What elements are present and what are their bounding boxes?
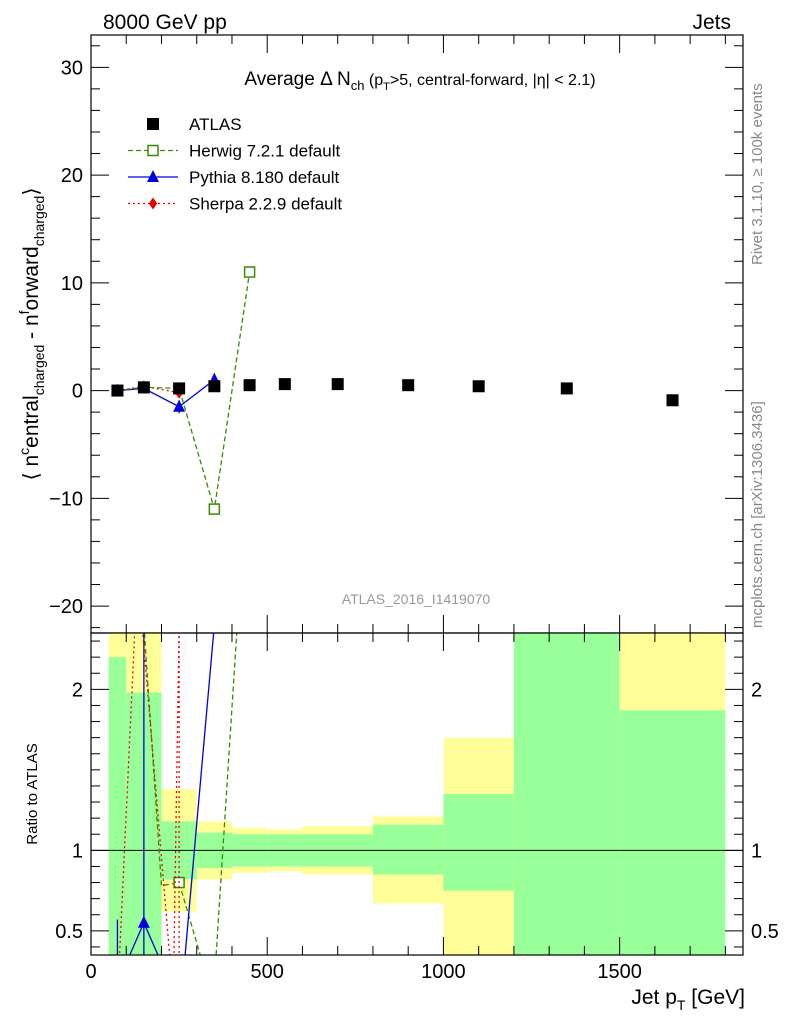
legend-label: ATLAS bbox=[189, 115, 242, 134]
atlas-data-point bbox=[208, 380, 221, 393]
x-tick-label: 1000 bbox=[421, 961, 466, 983]
mcplots-source-label: mcplots.cern.ch [arXiv:1306.3436] bbox=[749, 401, 766, 628]
ylabel-p3: orward bbox=[20, 246, 43, 310]
title-sub: ch bbox=[351, 78, 365, 93]
herwig-point bbox=[243, 266, 256, 278]
y-tick-label: 20 bbox=[61, 165, 83, 187]
y-tick-label: 0 bbox=[72, 381, 83, 403]
atlas-data-point bbox=[173, 382, 186, 395]
x-tick-label: 0 bbox=[85, 961, 96, 983]
main-plot: −20 −10 0 10 20 30 Average Δ Nch (pT>5, centr… bbox=[16, 34, 744, 634]
legend-entry: Sherpa 2.2.9 default bbox=[128, 195, 342, 214]
ratio-frame bbox=[90, 632, 744, 956]
ratio-y-tick-label: 0.5 bbox=[55, 921, 83, 943]
ylabel-sub1: charged bbox=[31, 345, 47, 396]
ratio-y-tick-label: 2 bbox=[72, 679, 83, 701]
ylabel-sup1: c bbox=[16, 448, 32, 455]
rivet-version-label: Rivet 3.1.10, ≥ 100k events bbox=[749, 83, 766, 265]
xlabel-main: Jet p bbox=[631, 986, 677, 1009]
ratio-series-sherpa bbox=[118, 633, 180, 955]
legend-entry: ATLAS bbox=[147, 115, 242, 134]
title-main: Average Δ N bbox=[244, 69, 350, 90]
main-title: Average Δ Nch (pT>5, central-forward, |η… bbox=[244, 69, 595, 93]
pythia-point bbox=[173, 399, 186, 412]
atlas-data-point bbox=[243, 379, 256, 392]
ylabel-close: ⟩ bbox=[20, 187, 43, 195]
sherpa-point bbox=[148, 197, 158, 210]
series-atlas bbox=[111, 378, 679, 407]
ylabel-sub2: charged bbox=[31, 196, 47, 247]
ratio-line bbox=[142, 633, 171, 955]
atlas-data-point bbox=[111, 384, 124, 397]
atlas-data-point bbox=[331, 378, 344, 391]
ratio-plot: 0.5 0.5 1 1 2 2 0 500 1000 1500 Ratio to ATLAS Je… bbox=[24, 632, 779, 1013]
atlas-data-point bbox=[147, 118, 159, 130]
y-tick-label: −10 bbox=[49, 488, 83, 510]
ratio-band-1sigma bbox=[372, 824, 444, 875]
main-y-axis-label: ⟨ ncentralcharged - nforwardcharged⟩ bbox=[16, 187, 47, 480]
legend-label: Pythia 8.180 default bbox=[189, 168, 340, 187]
legend-label: Sherpa 2.2.9 default bbox=[189, 195, 342, 214]
header-energy-label: 8000 GeV pp bbox=[103, 11, 227, 34]
analysis-watermark: ATLAS_2016_I1419070 bbox=[342, 591, 491, 607]
ratio-y-tick-label-right: 2 bbox=[751, 679, 762, 701]
legend-label: Herwig 7.2.1 default bbox=[189, 142, 340, 161]
x-tick-label: 1500 bbox=[597, 961, 642, 983]
legend-entry: Pythia 8.180 default bbox=[128, 168, 340, 187]
atlas-data-point bbox=[137, 381, 150, 394]
xlabel-rest: [GeV] bbox=[685, 986, 745, 1009]
ylabel-sup2: f bbox=[16, 310, 32, 314]
pythia-point bbox=[137, 915, 150, 928]
ratio-band-1sigma bbox=[108, 657, 127, 955]
ylabel-p2: - n bbox=[20, 314, 43, 344]
ratio-y-axis-label: Ratio to ATLAS bbox=[24, 743, 41, 844]
ratio-y-tick-label-right: 1 bbox=[751, 840, 762, 862]
atlas-data-point bbox=[666, 394, 679, 407]
y-tick-label: 10 bbox=[61, 273, 83, 295]
y-tick-label: 30 bbox=[61, 57, 83, 79]
ratio-line bbox=[215, 633, 238, 955]
atlas-data-point bbox=[278, 378, 291, 391]
x-axis-label: Jet pT [GeV] bbox=[631, 986, 745, 1013]
pythia-point bbox=[147, 170, 159, 182]
ratio-line bbox=[173, 633, 180, 955]
ratio-series-pythia bbox=[116, 633, 215, 955]
xlabel-sub: T bbox=[677, 997, 686, 1013]
series-line bbox=[117, 271, 251, 510]
ratio-line bbox=[118, 633, 136, 955]
header-process-label: Jets bbox=[692, 11, 731, 34]
atlas-data-point bbox=[472, 380, 485, 393]
series-pythia bbox=[111, 372, 221, 414]
x-tick-label: 500 bbox=[251, 961, 284, 983]
title-rest: (p bbox=[364, 72, 383, 89]
herwig-point bbox=[147, 144, 159, 157]
ratio-y-tick-label-right: 0.5 bbox=[751, 921, 779, 943]
ylabel-open: ⟨ n bbox=[20, 455, 43, 481]
legend: ATLAS Herwig 7.2.1 default Pythia 8.180 de… bbox=[128, 115, 342, 214]
ratio-band-1sigma bbox=[443, 794, 514, 891]
ylabel-p1: entral bbox=[20, 395, 43, 448]
title-sub2: T bbox=[383, 81, 390, 93]
atlas-data-point bbox=[560, 382, 573, 395]
ratio-band-1sigma bbox=[619, 710, 726, 955]
ratio-y-tick-label: 1 bbox=[72, 840, 83, 862]
ratio-band-1sigma bbox=[513, 633, 620, 955]
herwig-point bbox=[208, 503, 221, 515]
legend-entry: Herwig 7.2.1 default bbox=[128, 142, 340, 161]
ratio-line bbox=[184, 633, 215, 955]
y-tick-label: −20 bbox=[49, 596, 83, 618]
atlas-data-point bbox=[402, 379, 415, 392]
series-line bbox=[117, 379, 215, 408]
title-rest2: >5, central-forward, |η| < 2.1) bbox=[390, 72, 596, 89]
